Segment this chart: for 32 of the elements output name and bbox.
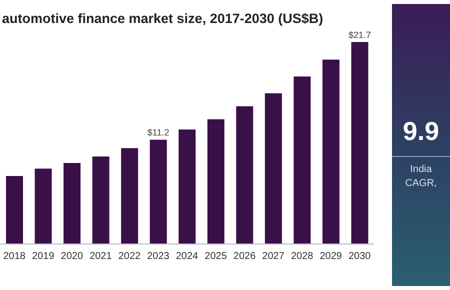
bar — [34, 168, 52, 244]
bar — [150, 140, 167, 244]
x-tick-label: 2023 — [147, 251, 170, 262]
x-tick-label: 2026 — [233, 251, 256, 262]
x-tick-label: 2022 — [118, 251, 142, 262]
x-tick-label: 2018 — [3, 251, 26, 262]
chart-title: automotive finance market size, 2017-2030 (US$B) — [2, 11, 324, 26]
x-tick-label: 2027 — [262, 251, 285, 262]
text: 9.9 — [402, 116, 440, 147]
x-tick-label: 2030 — [348, 251, 372, 262]
bar — [264, 93, 282, 244]
bar — [351, 42, 368, 244]
x-tick-label: 2024 — [176, 251, 199, 262]
x-tick-label: 2021 — [90, 251, 112, 262]
bar — [207, 119, 224, 244]
bar — [6, 176, 23, 244]
data-label: $11.2 — [147, 128, 170, 138]
bar — [92, 156, 110, 244]
bar — [64, 163, 81, 244]
x-tick-label: 2028 — [290, 251, 314, 262]
bar — [322, 60, 340, 244]
x-tick-label: 2025 — [204, 251, 228, 262]
x-tick-label: 2020 — [60, 251, 84, 262]
text: CAGR, — [404, 178, 438, 189]
bar — [121, 148, 138, 244]
bar — [178, 130, 196, 244]
bar — [236, 106, 254, 244]
text: India — [409, 164, 433, 175]
data-label: $21.7 — [348, 30, 371, 40]
x-tick-label: 2029 — [320, 251, 342, 262]
bar — [294, 76, 311, 244]
x-tick-label: 2019 — [32, 251, 55, 262]
